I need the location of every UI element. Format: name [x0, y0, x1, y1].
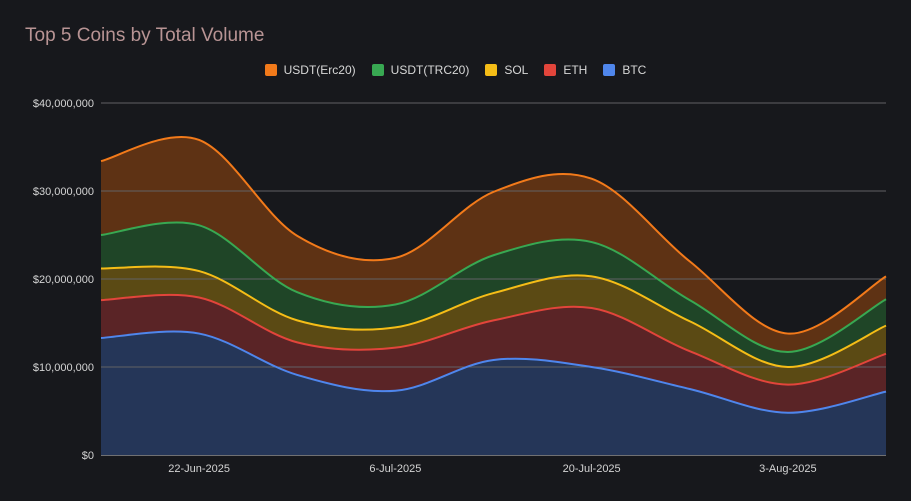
x-tick-label: 6-Jul-2025	[369, 463, 421, 475]
plot-area: $0 $10,000,000 $20,000,000 $30,000,000 $40,0…	[0, 0, 911, 501]
x-tick-label: 20-Jul-2025	[563, 463, 621, 475]
x-tick-label: 3-Aug-2025	[759, 463, 817, 475]
y-tick-label: $10,000,000	[33, 362, 94, 374]
y-tick-label: $30,000,000	[33, 186, 94, 198]
y-tick-label: $40,000,000	[33, 98, 94, 110]
x-tick-label: 22-Jun-2025	[168, 463, 230, 475]
chart: Top 5 Coins by Total Volume USDT(Erc20) …	[0, 0, 911, 501]
y-tick-label: $20,000,000	[33, 274, 94, 286]
y-tick-label: $0	[82, 450, 94, 462]
area-layers	[101, 137, 886, 455]
